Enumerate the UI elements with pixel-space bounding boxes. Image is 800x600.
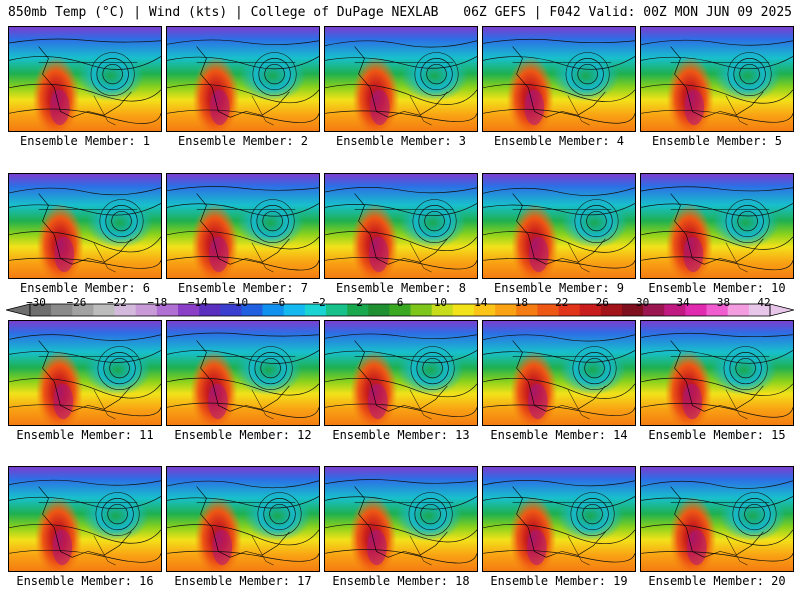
colorbar-tick-label: −18 <box>147 296 168 309</box>
ensemble-member-label: Ensemble Member: 9 <box>493 281 625 295</box>
colorbar-tick-label: −14 <box>187 296 208 309</box>
colorbar-frame <box>29 303 771 317</box>
ensemble-member-label: Ensemble Member: 19 <box>490 574 628 588</box>
colorbar-swatch <box>643 304 665 316</box>
colorbar-swatch <box>220 304 242 316</box>
ensemble-member-map <box>166 173 320 279</box>
ensemble-member-label: Ensemble Member: 15 <box>648 428 786 442</box>
colorbar-swatch <box>664 304 686 316</box>
colorbar-tick-label: −26 <box>66 296 87 309</box>
ensemble-member-label: Ensemble Member: 18 <box>332 574 470 588</box>
colorbar-swatch <box>51 304 73 316</box>
colorbar-swatch <box>241 304 263 316</box>
colorbar-max-arrow <box>769 303 794 317</box>
colorbar-swatch <box>326 304 348 316</box>
colorbar-tick-label: 2 <box>356 296 363 309</box>
colorbar-tick-label: 6 <box>396 296 404 309</box>
colorbar-swatch <box>135 304 158 316</box>
colorbar-swatch <box>114 304 137 316</box>
colorbar-tick-label: −10 <box>228 296 249 309</box>
ensemble-member-map <box>166 26 320 132</box>
colorbar-tick-label: 34 <box>676 296 690 309</box>
ensemble-member-map <box>640 466 794 572</box>
colorbar-swatch <box>93 304 115 316</box>
ensemble-member-label: Ensemble Member: 8 <box>335 281 467 295</box>
ensemble-member-map <box>8 466 162 572</box>
ensemble-member-label: Ensemble Member: 7 <box>177 281 309 295</box>
ensemble-member-label: Ensemble Member: 12 <box>174 428 312 442</box>
ensemble-member-label: Ensemble Member: 3 <box>335 134 467 148</box>
colorbar-tick-label: 14 <box>474 296 488 309</box>
ensemble-member-map <box>482 173 636 279</box>
ensemble-member-map <box>8 320 162 426</box>
ensemble-member-map <box>324 320 478 426</box>
ensemble-member-label: Ensemble Member: 6 <box>19 281 151 295</box>
ensemble-member-label: Ensemble Member: 2 <box>177 134 309 148</box>
ensemble-member-map <box>166 466 320 572</box>
colorbar-swatch <box>199 304 221 316</box>
colorbar-tick-label: 38 <box>716 296 731 309</box>
colorbar-swatch <box>600 304 623 316</box>
colorbar-swatch <box>706 304 729 316</box>
colorbar-swatch <box>516 304 538 316</box>
colorbar-swatch <box>410 304 433 316</box>
temperature-colorbar <box>6 303 794 317</box>
colorbar-tick-label: −2 <box>312 296 326 309</box>
colorbar-tick-label: 22 <box>555 296 569 309</box>
colorbar-swatch <box>30 304 52 316</box>
ensemble-member-map <box>482 320 636 426</box>
colorbar-swatch <box>178 304 200 316</box>
ensemble-member-map <box>640 173 794 279</box>
colorbar-tick-label: −6 <box>272 296 286 309</box>
ensemble-member-map <box>640 320 794 426</box>
ensemble-member-label: Ensemble Member: 11 <box>16 428 154 442</box>
colorbar-tick-label: 30 <box>636 296 650 309</box>
colorbar-swatch <box>72 304 94 316</box>
colorbar-swatch <box>474 304 496 316</box>
colorbar-swatch <box>537 304 559 316</box>
colorbar-tick-label: −30 <box>26 296 46 309</box>
ensemble-member-label: Ensemble Member: 5 <box>651 134 783 148</box>
ensemble-member-label: Ensemble Member: 10 <box>648 281 786 295</box>
ensemble-member-map <box>324 26 478 132</box>
ensemble-member-label: Ensemble Member: 4 <box>493 134 625 148</box>
colorbar-swatch <box>727 304 750 316</box>
colorbar-swatch <box>368 304 390 316</box>
ensemble-member-label: Ensemble Member: 13 <box>332 428 470 442</box>
colorbar-swatch <box>347 304 369 316</box>
colorbar-swatch <box>262 304 285 316</box>
ensemble-member-map <box>8 173 162 279</box>
colorbar-swatch <box>304 304 327 316</box>
colorbar-swatch <box>748 304 771 316</box>
colorbar-swatch <box>579 304 602 316</box>
ensemble-member-map <box>324 173 478 279</box>
colorbar-tick-label: 10 <box>433 296 448 309</box>
colorbar-tick-label: −22 <box>106 296 127 309</box>
ensemble-member-map <box>166 320 320 426</box>
colorbar-tick-label: 26 <box>595 296 609 309</box>
ensemble-member-map <box>482 26 636 132</box>
colorbar-tick-label: 18 <box>514 296 528 309</box>
ensemble-member-label: Ensemble Member: 17 <box>174 574 312 588</box>
ensemble-member-label: Ensemble Member: 14 <box>490 428 628 442</box>
ensemble-member-label: Ensemble Member: 16 <box>16 574 154 588</box>
colorbar-tick-label: 42 <box>757 296 771 309</box>
colorbar-swatch <box>622 304 644 316</box>
colorbar-swatch <box>452 304 475 316</box>
colorbar-swatch <box>685 304 707 316</box>
colorbar-swatch <box>495 304 517 316</box>
ensemble-member-map <box>640 26 794 132</box>
ensemble-member-map <box>324 466 478 572</box>
ensemble-member-label: Ensemble Member: 20 <box>648 574 786 588</box>
map-title: 850mb Temp (°C) | Wind (kts) | College o… <box>8 5 439 20</box>
run-valid-time: 06Z GEFS | F042 Valid: 00Z MON JUN 09 20… <box>463 5 792 20</box>
colorbar-swatch <box>156 304 179 316</box>
colorbar-swatch <box>431 304 454 316</box>
colorbar-swatch <box>558 304 581 316</box>
ensemble-member-map <box>8 26 162 132</box>
ensemble-member-map <box>482 466 636 572</box>
ensemble-member-label: Ensemble Member: 1 <box>19 134 151 148</box>
colorbar-swatch <box>389 304 411 316</box>
colorbar-swatch <box>283 304 306 316</box>
